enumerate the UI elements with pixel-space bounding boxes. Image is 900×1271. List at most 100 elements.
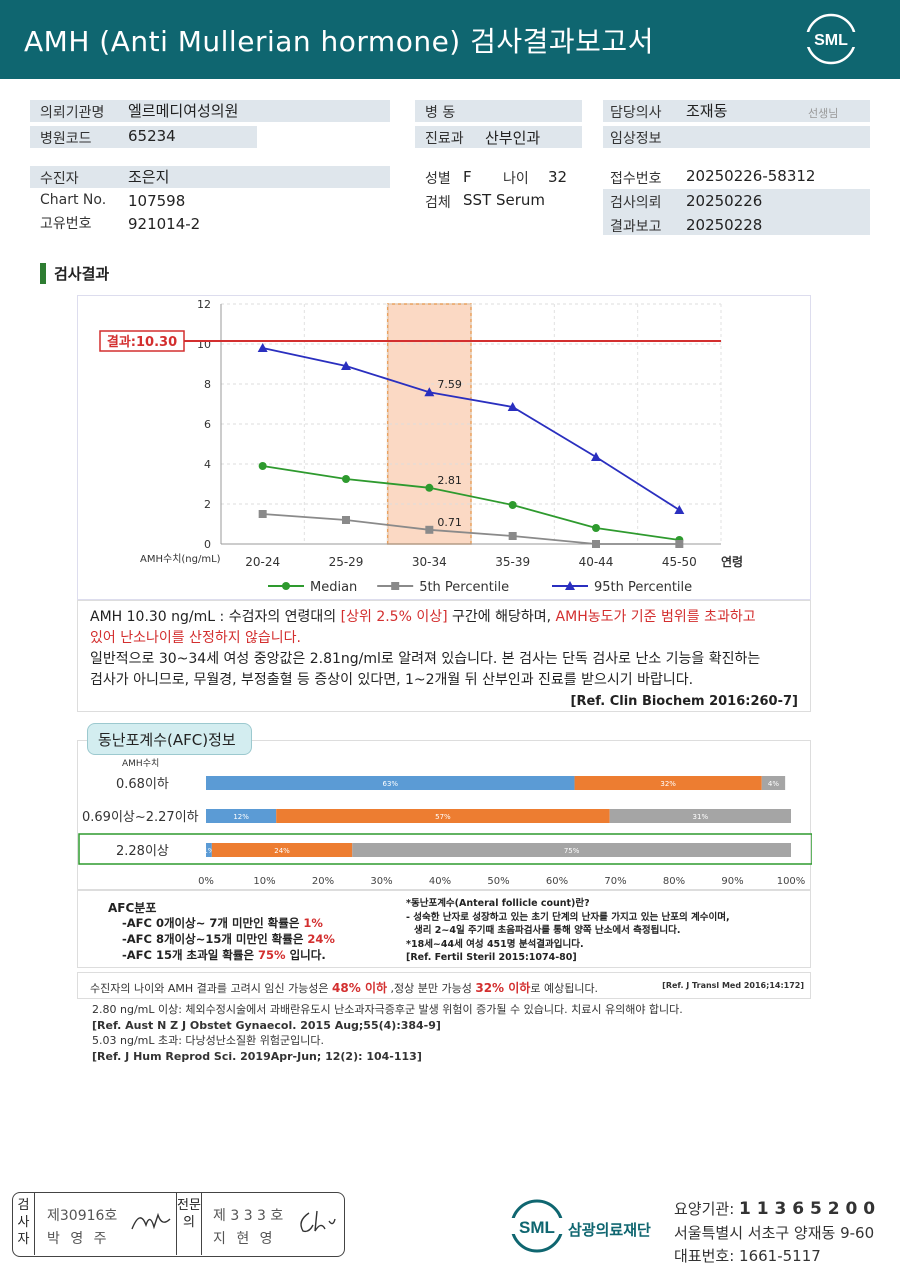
afc-bar-segment <box>574 776 762 790</box>
ward-label: 병 동 <box>425 105 456 121</box>
series-line <box>262 347 680 511</box>
footer-address: 서울특별시 서초구 양재동 9-60 <box>674 1224 875 1242</box>
afc-bar-segment <box>761 776 786 790</box>
afc-note: *동난포계수(Anteral follicle count)란? <box>406 898 590 909</box>
y-tick-label: 0 <box>204 538 211 551</box>
code-label: 요양기관: <box>674 1200 740 1218</box>
data-point <box>425 525 434 534</box>
hospital-code-label: 병원코드 <box>40 131 92 147</box>
y-tick-label: 6 <box>204 418 211 431</box>
afc-note: *18세~44세 여성 451명 분석결과입니다. <box>406 938 584 950</box>
amh-chart-svg: 0 2 4 6 8 10 12 AMH수치(ng/mL) 20-24 25-29 30-34 35-3… <box>99 298 743 595</box>
data-point <box>258 510 267 518</box>
data-point <box>508 501 517 509</box>
sml-logo-icon: SML <box>804 13 858 65</box>
data-point <box>424 387 435 397</box>
amh-chart: 0 2 4 6 8 10 12 AMH수치(ng/mL) 20-24 25-29 30-34 35-3… <box>77 295 811 600</box>
afc-axis-tick: 20% <box>312 876 334 887</box>
afc-dist-text: -AFC 8개이상~15개 미만인 확률은 <box>122 932 304 946</box>
legend-marker <box>565 581 575 590</box>
data-point <box>592 540 600 548</box>
afc-axis-tick: 80% <box>663 876 685 887</box>
afc-segment-label: 1% <box>203 847 214 855</box>
data-label: 0.71 <box>437 516 462 529</box>
comment-highlight: [상위 2.5% 이상] <box>340 609 448 625</box>
sex-value: F <box>463 168 472 186</box>
reference-line: 2.80 ng/mL 이상: 체외수정시술에서 과배란유도시 난소과자극증후군 … <box>92 1003 683 1016</box>
tester-signature-icon <box>131 1212 171 1230</box>
hospital-code-value: 65234 <box>128 127 176 145</box>
afc-segment-label: 75% <box>564 847 580 855</box>
data-point <box>342 516 350 524</box>
series-line <box>262 513 680 545</box>
legend-label: Median <box>310 580 357 595</box>
summary-text: 수진자의 나이와 AMH 결과를 고려시 임신 가능성은 <box>90 982 333 995</box>
afc-tab: 동난포계수(AFC)정보 <box>87 723 252 755</box>
result-label: 결과:10.30 <box>107 334 177 350</box>
legend-marker <box>282 582 290 590</box>
data-point <box>592 524 600 532</box>
afc-segment-label: 24% <box>274 847 290 855</box>
y-axis-label: AMH수치(ng/mL) <box>140 553 221 565</box>
expert-label: 전문의 <box>176 1193 202 1255</box>
code-value: 1 1 3 6 5 2 0 0 <box>739 1199 876 1219</box>
afc-note: 생리 2~4일 주기때 초음파검사를 통해 양쪽 난소에서 측정됩니다. <box>414 925 681 936</box>
result-comment: AMH 10.30 ng/mL : 수검자의 연령대의 [상위 2.5% 이상]… <box>77 600 811 712</box>
afc-dist-item: -AFC 0개이상~ 7개 미만인 확률은 1% <box>122 915 335 931</box>
afc-axis-tick: 60% <box>546 876 568 887</box>
report-title: AMH (Anti Mullerian hormone) 검사결과보고서 <box>24 25 654 58</box>
request-value: 20250226 <box>686 192 763 210</box>
afc-bar-segment <box>206 843 212 857</box>
reference-line: [Ref. J Hum Reprod Sci. 2019Apr-Jun; 12(… <box>92 1049 422 1063</box>
afc-axis-tick: 100% <box>777 876 806 887</box>
comment-text: AMH 10.30 ng/mL : 수검자의 연령대의 <box>90 609 341 625</box>
afc-axis-tick: 0% <box>198 876 214 887</box>
comment-text: 구간에 해당하며, <box>447 609 556 625</box>
tester-name: 박 영 주 <box>47 1231 110 1247</box>
afc-note: [Ref. Fertil Steril 2015:1074-80] <box>406 952 577 963</box>
afc-dist-list: -AFC 0개이상~ 7개 미만인 확률은 1% -AFC 8개이상~15개 미만… <box>122 915 335 963</box>
section-title: 검사결과 <box>40 263 109 284</box>
x-tick-label: 20-24 <box>245 555 280 569</box>
receipt-value: 20250226-58312 <box>686 167 816 185</box>
svg-text:SML: SML <box>814 32 848 49</box>
clinical-label: 임상정보 <box>610 131 662 147</box>
afc-segment-label: 31% <box>693 813 709 821</box>
legend-label: 5th Percentile <box>419 580 509 595</box>
legend-label: 95th Percentile <box>594 580 692 595</box>
institution-label: 의뢰기관명 <box>40 105 105 121</box>
comment-text: 검사가 아니므로, 무월경, 부정출혈 등 증상이 있다면, 1~2개월 뒤 산… <box>90 672 694 688</box>
reference-line: [Ref. Aust N Z J Obstet Gynaecol. 2015 A… <box>92 1018 441 1032</box>
afc-bar-segment <box>352 843 791 857</box>
afc-dist-item: -AFC 8개이상~15개 미만인 확률은 24% <box>122 931 335 947</box>
afc-segment-label: 32% <box>660 780 676 788</box>
x-tick-label: 30-34 <box>412 555 447 569</box>
reference-line: 5.03 ng/mL 초과: 다낭성난소질환 위험군입니다. <box>92 1034 324 1047</box>
data-point <box>257 343 268 352</box>
data-point <box>341 361 351 370</box>
expert-name: 지 현 영 <box>213 1231 276 1247</box>
svg-text:SML: SML <box>519 1218 555 1237</box>
data-point <box>425 483 434 492</box>
afc-amh-label: AMH수치 <box>122 757 159 769</box>
summary-text: 로 예상됩니다. <box>530 982 599 995</box>
tester-license: 제30916호 <box>47 1208 118 1224</box>
y-tick-label: 10 <box>197 338 211 351</box>
afc-axis-tick: 10% <box>253 876 275 887</box>
afc-axis-tick: 50% <box>487 876 509 887</box>
afc-axis-tick: 40% <box>429 876 451 887</box>
dept-value: 산부인과 <box>485 129 541 147</box>
report-header: AMH (Anti Mullerian hormone) 검사결과보고서 SML <box>0 0 900 79</box>
afc-chart-svg: AMH수치 0.68이하 63% 32% 4% 0.69이상~2.27이하 12% 57% 31… <box>78 757 813 887</box>
chart-value: 107598 <box>128 192 186 210</box>
data-point <box>342 475 350 483</box>
afc-bar-segment <box>206 776 575 790</box>
afc-axis-tick: 70% <box>604 876 626 887</box>
dept-label: 진료과 <box>425 131 464 147</box>
id-value: 921014-2 <box>128 215 201 233</box>
tester-label: 검사자 <box>13 1193 35 1255</box>
comment-highlight: 있어 난소나이를 산정하지 않습니다. <box>90 630 301 646</box>
data-label: 2.81 <box>437 474 462 487</box>
afc-bar-segment <box>276 809 610 823</box>
patient-label: 수진자 <box>40 171 79 187</box>
